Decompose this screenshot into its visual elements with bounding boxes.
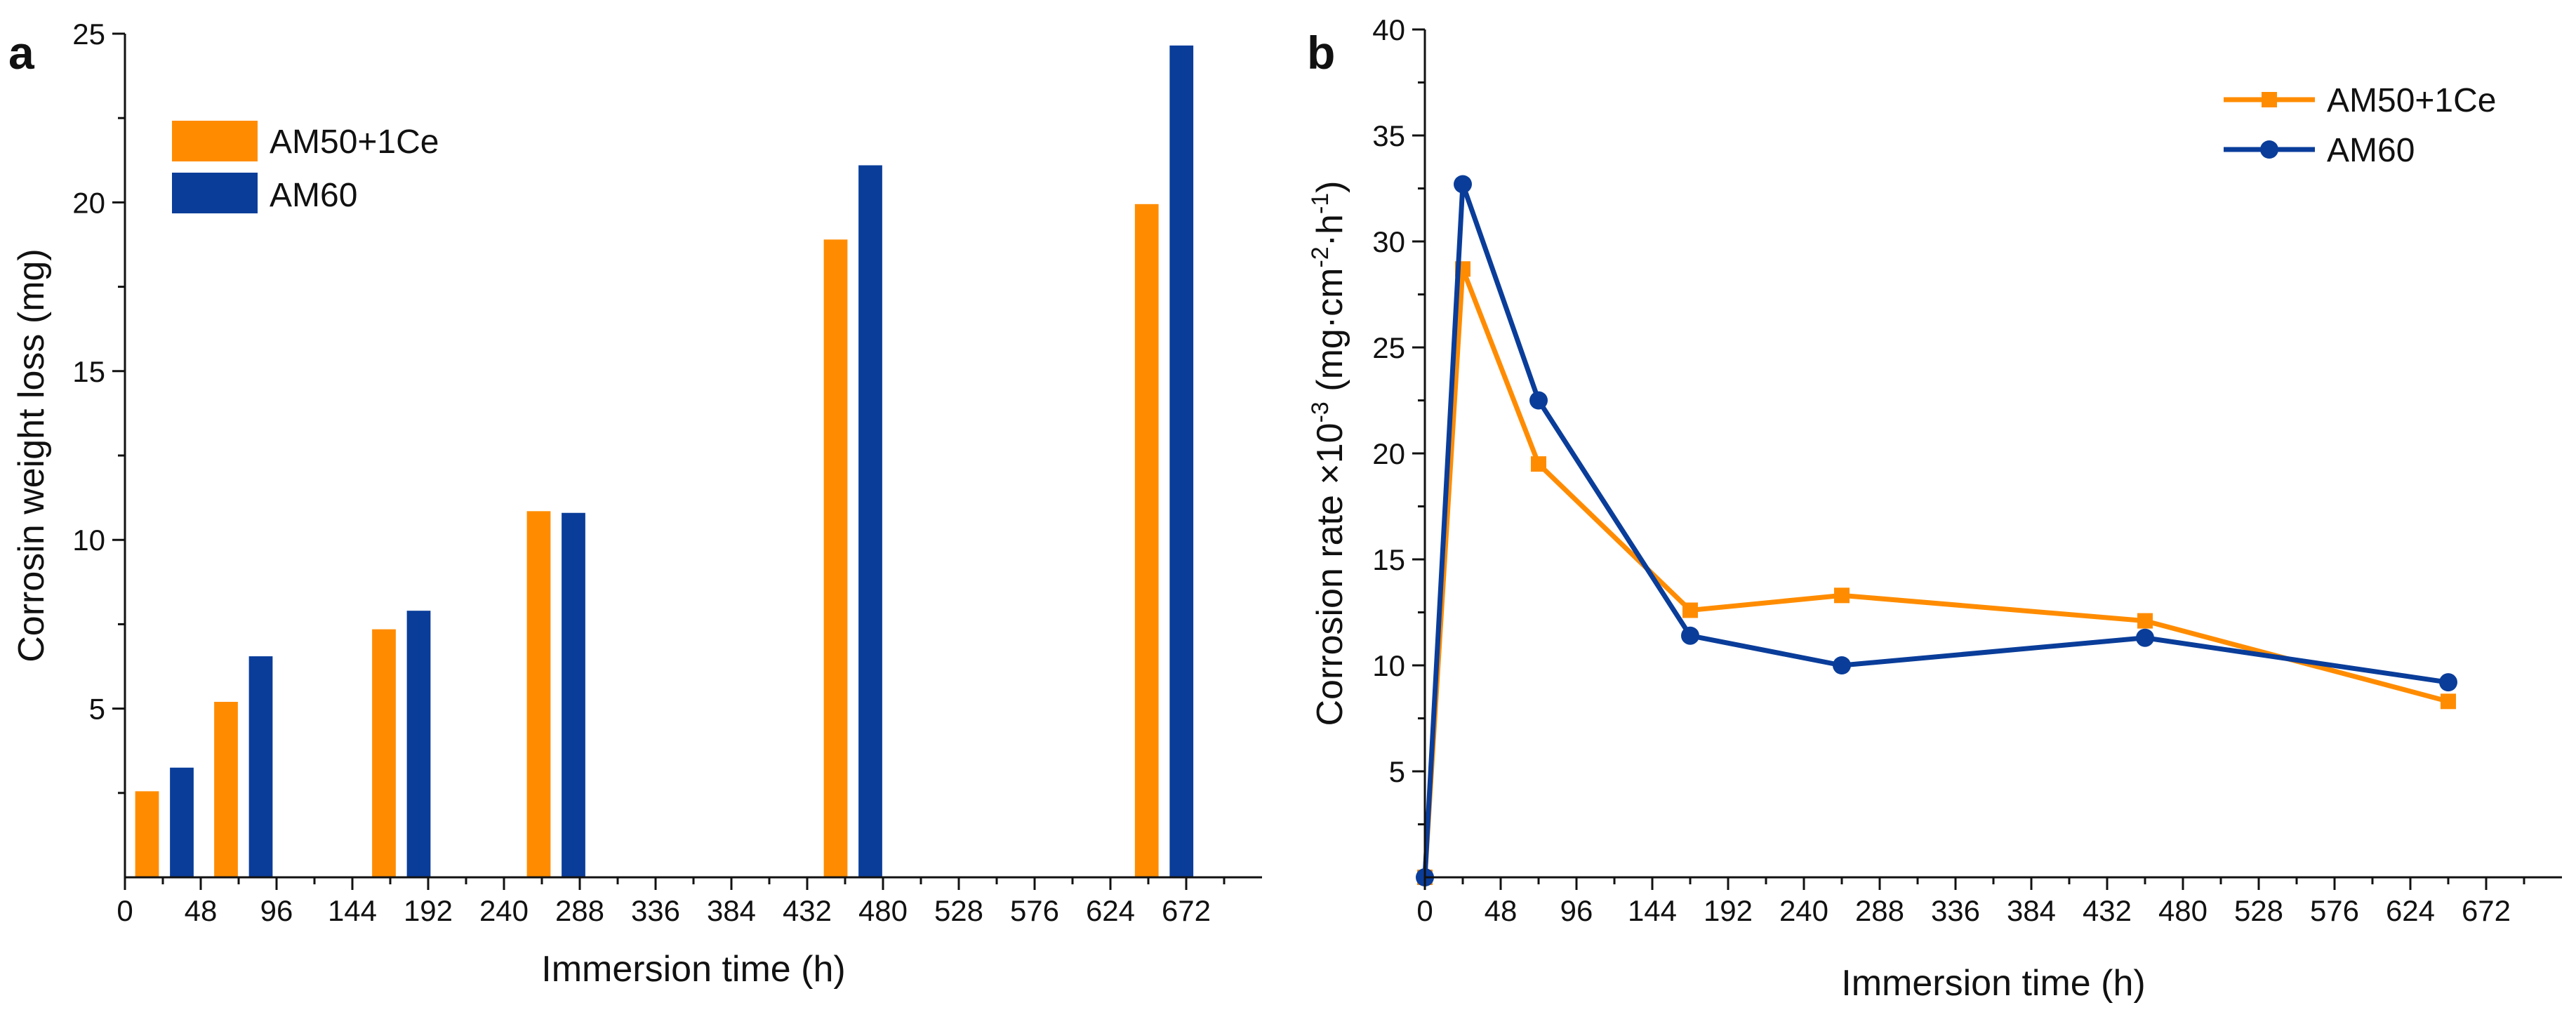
panel-a-x-tick-label: 528 [934,894,983,927]
panel-a-axes: 0 48 96 144 192 240 288 336 384 432 480 528 576 624 67… [72,18,1262,927]
panel-b-y-tick-label: 25 [1372,331,1405,364]
panel-b-y-tick-label: 15 [1372,543,1405,576]
bar [823,239,848,878]
panel-b-corrosion-rate-chart: b 0 48 96 144 192 240 288 336 384 432 480 528 576 624… [1307,13,2562,1004]
panel-a-x-tick-label: 624 [1086,894,1135,927]
panel-a-x-tick-label: 288 [555,894,604,927]
panel-b-legend: AM50+1Ce AM60 [2224,82,2496,169]
panel-a-x-tick-label: 432 [783,894,832,927]
panel-b-x-tick-label: 192 [1704,894,1753,927]
data-point-circle [2439,673,2457,692]
panel-a-x-tick-label: 96 [260,894,293,927]
panel-b-series [1416,175,2457,886]
panel-b-x-tick-label: 240 [1779,894,1828,927]
panel-b-x-tick-label: 384 [2007,894,2056,927]
panel-b-x-tick-label: 624 [2386,894,2435,927]
legend-swatch-am50-1ce [172,121,258,161]
bar [1169,45,1194,877]
panel-a-bars [135,45,1194,878]
legend-marker-square [2262,92,2277,107]
series-line-am50-1ce [1422,266,2449,878]
y-title-unit-exp1: -2 [1307,246,1334,267]
data-point-circle [1454,175,1472,194]
legend-label-am50-1ce: AM50+1Ce [2327,82,2496,119]
panel-a-x-tick-label: 480 [858,894,908,927]
data-point-square [2137,613,2153,629]
y-title-unit-mid: ·h [1310,214,1350,246]
bar [526,511,551,877]
panel-a-x-tick-label: 240 [479,894,529,927]
panel-b-axes: 0 48 96 144 192 240 288 336 384 432 480 528 576 624 67… [1372,13,2562,927]
panel-b-x-tick-label: 480 [2158,894,2207,927]
panel-b-x-tick-label: 432 [2083,894,2132,927]
panel-a-legend: AM50+1Ce AM60 [172,121,439,214]
bar [562,512,585,877]
panel-a-y-tick-label: 25 [72,18,105,51]
y-title-exponent: -3 [1307,401,1334,423]
legend-label-am60: AM60 [2327,132,2415,169]
data-point-circle [1529,391,1548,410]
panel-b-letter: b [1307,27,1335,79]
panel-b-x-tick-label: 96 [1560,894,1593,927]
bar [214,701,238,877]
panel-a-x-tick-label: 336 [631,894,680,927]
panel-a-x-tick-label: 0 [117,894,133,927]
panel-b-x-tick-label: 576 [2310,894,2359,927]
y-title-main: Corrosion rate ×10 [1310,423,1350,726]
panel-a-y-tick-label: 10 [72,524,105,557]
panel-b-x-tick-label: 672 [2462,894,2511,927]
legend-swatch-am60 [172,173,258,213]
panel-b-x-tick-label: 48 [1485,894,1518,927]
panel-b-y-tick-label: 35 [1372,119,1405,152]
panel-a-x-axis-title: Immersion time (h) [541,949,845,990]
legend-label-am60: AM60 [270,177,357,214]
bar [858,165,882,878]
bar [406,611,431,877]
data-point-circle [1681,626,1699,645]
panel-a-x-tick-label: 192 [404,894,453,927]
panel-b-x-tick-label: 144 [1628,894,1677,927]
data-point-circle [1833,656,1851,674]
bar [170,767,194,877]
panel-a-y-axis-title: Corrosin weight loss (mg) [11,248,52,663]
bar [135,791,159,877]
series-line-am60 [1422,181,2449,878]
panel-a-x-tick-label: 48 [185,894,218,927]
panel-a-x-tick-label: 672 [1162,894,1211,927]
panel-b-y-tick-label: 30 [1372,225,1405,258]
y-title-unit-open: (mg·cm [1310,268,1350,402]
panel-a-x-tick-label: 144 [328,894,377,927]
bar [248,656,273,877]
panel-b-x-axis-title: Immersion time (h) [1841,963,2145,1004]
panel-a-weight-loss-chart: a 0 48 96 144 192 240 288 336 384 432 480 528 576 624… [8,18,1262,990]
panel-b-x-tick-label: 0 [1416,894,1433,927]
legend-marker-circle [2260,140,2278,159]
panel-a-x-tick-label: 384 [707,894,756,927]
panel-a-y-tick-label: 15 [72,355,105,388]
data-point-square [1834,587,1850,604]
panel-a-x-tick-label: 576 [1010,894,1059,927]
y-title-unit-exp2: -1 [1307,193,1334,214]
panel-b-y-tick-label: 10 [1372,649,1405,682]
data-point-square [1682,602,1698,618]
panel-b-y-tick-label: 20 [1372,437,1405,470]
panel-b-y-tick-label: 5 [1389,755,1405,788]
panel-b-x-tick-label: 288 [1855,894,1904,927]
legend-label-am50-1ce: AM50+1Ce [270,124,439,161]
panel-b-x-tick-label: 528 [2234,894,2283,927]
panel-a-y-tick-label: 5 [89,693,105,726]
data-point-square [1531,456,1546,472]
panel-b-y-tick-label: 40 [1372,13,1405,46]
panel-a-letter: a [8,27,35,79]
bar [1134,204,1159,878]
data-point-circle [2136,628,2154,647]
bar [372,629,396,877]
panel-a-y-tick-label: 20 [72,186,105,219]
y-title-unit-close: ) [1310,180,1350,192]
data-point-square [2441,693,2456,710]
panel-b-y-axis-title: Corrosion rate ×10-3 (mg·cm-2·h-1) [1307,180,1350,726]
panel-b-x-tick-label: 336 [1931,894,1980,927]
